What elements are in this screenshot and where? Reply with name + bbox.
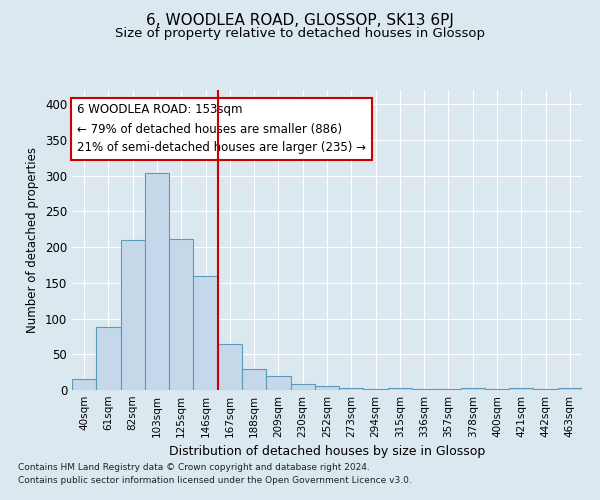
Bar (290, 384, 315, 390)
Text: Contains HM Land Registry data © Crown copyright and database right 2024.: Contains HM Land Registry data © Crown c… (18, 464, 370, 472)
Text: 6, WOODLEA ROAD, GLOSSOP, SK13 6PJ: 6, WOODLEA ROAD, GLOSSOP, SK13 6PJ (146, 12, 454, 28)
Bar (412, 388, 436, 390)
Bar (339, 388, 364, 390)
Bar (218, 344, 242, 390)
Bar (315, 386, 339, 390)
Bar (72, 378, 96, 390)
Bar (96, 327, 121, 390)
Bar (121, 240, 145, 390)
Bar (509, 388, 533, 390)
Bar (436, 388, 461, 390)
Bar (266, 376, 290, 390)
Bar (558, 388, 582, 390)
X-axis label: Distribution of detached houses by size in Glossop: Distribution of detached houses by size … (169, 446, 485, 458)
Bar (485, 388, 509, 390)
Bar (169, 238, 193, 390)
Bar (193, 276, 218, 390)
Y-axis label: Number of detached properties: Number of detached properties (26, 147, 40, 333)
Bar (388, 388, 412, 390)
Bar (145, 173, 169, 390)
Bar (242, 368, 266, 390)
Bar (461, 388, 485, 390)
Text: Contains public sector information licensed under the Open Government Licence v3: Contains public sector information licen… (18, 476, 412, 485)
Text: 6 WOODLEA ROAD: 153sqm
← 79% of detached houses are smaller (886)
21% of semi-de: 6 WOODLEA ROAD: 153sqm ← 79% of detached… (77, 104, 366, 154)
Text: Size of property relative to detached houses in Glossop: Size of property relative to detached ho… (115, 28, 485, 40)
